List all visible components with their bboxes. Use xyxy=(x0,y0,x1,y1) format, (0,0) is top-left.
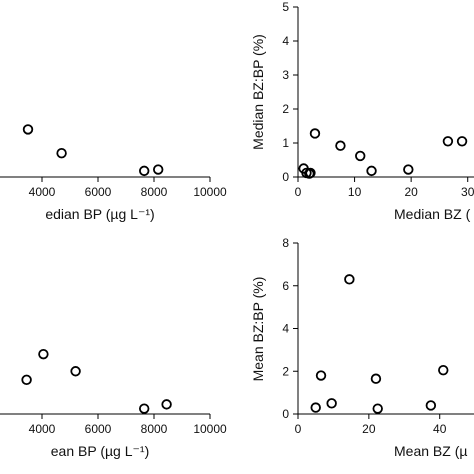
y-tick-label: 0 xyxy=(282,407,289,421)
data-point xyxy=(366,165,377,177)
x-tick-label: 20 xyxy=(404,185,418,199)
x-tick-label: 8000 xyxy=(141,422,168,436)
data-point xyxy=(326,398,337,409)
x-axis-title: Median BZ ( xyxy=(394,206,471,222)
data-point xyxy=(372,403,383,414)
y-tick-label: 5 xyxy=(282,0,289,14)
x-axis-title: Mean BZ (µ xyxy=(394,443,467,459)
y-tick-label: 8 xyxy=(282,236,289,250)
x-tick-label: 4000 xyxy=(29,185,56,199)
data-point xyxy=(310,402,321,413)
data-point xyxy=(344,274,355,285)
x-tick-label: 10 xyxy=(348,185,362,199)
y-tick-label: 4 xyxy=(282,34,289,48)
data-point xyxy=(70,366,81,377)
x-axis-title: ean BP (µg L⁻¹) xyxy=(51,443,149,459)
x-tick-label: 6000 xyxy=(85,422,112,436)
y-tick-label: 4 xyxy=(282,322,289,336)
panel-median-bz: 0 10 20 30 0 1 2 3 4 5 Median BZ ( Median BZ:BP (%) xyxy=(250,0,474,222)
y-tick-label: 1 xyxy=(282,136,289,150)
y-tick-label: 2 xyxy=(282,102,289,116)
data-point xyxy=(22,124,34,135)
data-point xyxy=(161,399,172,410)
y-tick-label: 3 xyxy=(282,68,289,82)
data-point xyxy=(442,136,454,147)
data-point xyxy=(425,400,437,411)
data-point xyxy=(152,164,164,175)
data-point xyxy=(456,136,468,147)
panel-mean-bp: 4000 6000 8000 10000 ean BP (µg L⁻¹) xyxy=(0,348,227,459)
panel-median-bp: 4000 6000 8000 10000 edian BP (µg L⁻¹) xyxy=(0,124,227,222)
data-point xyxy=(138,403,150,414)
x-tick-label: 10000 xyxy=(193,422,227,436)
x-tick-label: 4000 xyxy=(29,422,56,436)
x-tick-label: 30 xyxy=(461,185,474,199)
y-tick-label: 2 xyxy=(282,364,289,378)
data-point xyxy=(21,374,32,386)
data-point xyxy=(438,364,449,376)
x-tick-label: 0 xyxy=(295,422,302,436)
data-point xyxy=(38,348,49,360)
y-axis-title: Median BZ:BP (%) xyxy=(250,34,266,150)
data-point xyxy=(305,167,316,179)
x-tick-label: 10000 xyxy=(193,185,227,199)
data-point xyxy=(138,165,150,177)
data-point xyxy=(56,147,67,159)
y-axis-title: Mean BZ:BP (%) xyxy=(250,277,266,382)
x-axis-title: edian BP (µg L⁻¹) xyxy=(45,206,154,222)
y-tick-label: 0 xyxy=(282,170,289,184)
data-point xyxy=(335,140,346,151)
data-point xyxy=(370,373,382,384)
data-point xyxy=(355,150,366,162)
x-tick-label: 0 xyxy=(295,185,302,199)
data-point xyxy=(315,370,327,381)
y-tick-label: 6 xyxy=(282,279,289,293)
x-tick-label: 6000 xyxy=(85,185,112,199)
x-tick-label: 20 xyxy=(362,422,376,436)
data-point xyxy=(403,164,414,175)
x-tick-label: 8000 xyxy=(141,185,168,199)
x-tick-label: 40 xyxy=(433,422,447,436)
data-point xyxy=(309,128,321,139)
